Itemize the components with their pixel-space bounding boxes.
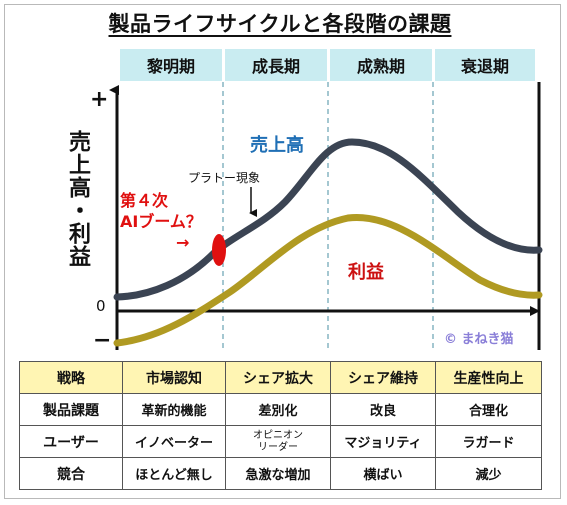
ai-boom-label: 第４次 AIブーム？ →	[120, 190, 202, 253]
table-cell: オピニオン リーダー	[225, 425, 331, 458]
table-cell: 差別化	[225, 393, 331, 426]
ai-boom-marker	[212, 234, 226, 266]
stage-header-1: 黎明期	[120, 49, 222, 81]
table-cell: シェア維持	[330, 361, 436, 394]
ai-boom-line-1: 第４次	[120, 191, 169, 210]
lifecycle-chart	[109, 82, 543, 350]
y-axis-label: 売上高・利益	[65, 130, 90, 268]
table-cell: 市場認知	[122, 361, 226, 394]
table-cell: マジョリティ	[330, 425, 436, 458]
y-axis-minus: −	[93, 328, 112, 353]
table-cell: 横ばい	[330, 457, 436, 490]
copyright-mark: © まねき猫	[444, 332, 514, 347]
sales-label: 売上高	[250, 135, 304, 156]
ai-boom-arrow: →	[176, 233, 190, 252]
table-cell: 減少	[435, 457, 542, 490]
table-cell: 戦略	[19, 361, 123, 394]
table-cell: ユーザー	[19, 425, 123, 458]
table-cell: 競合	[19, 457, 123, 490]
stage-issues-table: 戦略 市場認知 シェア拡大 シェア維持 生産性向上 製品課題 革新的機能 差別化…	[19, 361, 542, 490]
profit-label: 利益	[348, 262, 384, 283]
stage-header-3: 成熟期	[330, 49, 432, 81]
table-cell: 改良	[330, 393, 436, 426]
table-cell: シェア拡大	[225, 361, 331, 394]
table-row: 競合 ほとんど無し 急激な増加 横ばい 減少	[19, 457, 542, 490]
table-cell: ほとんど無し	[122, 457, 226, 490]
stage-header-4: 衰退期	[435, 49, 535, 81]
ai-boom-line-2: AIブーム？	[120, 212, 202, 231]
table-cell: 革新的機能	[122, 393, 226, 426]
table-cell: ラガード	[435, 425, 542, 458]
table-row: 製品課題 革新的機能 差別化 改良 合理化	[19, 393, 542, 426]
table-header-row: 戦略 市場認知 シェア拡大 シェア維持 生産性向上	[19, 361, 542, 394]
table-cell: 急激な増加	[225, 457, 331, 490]
sales-curve	[113, 138, 543, 301]
table-cell: 製品課題	[19, 393, 123, 426]
table-cell: 生産性向上	[435, 361, 542, 394]
y-axis-zero: 0	[96, 297, 106, 315]
table-row: ユーザー イノベーター オピニオン リーダー マジョリティ ラガード	[19, 425, 542, 458]
table-cell: イノベーター	[122, 425, 226, 458]
profit-curve	[113, 213, 543, 347]
y-axis-plus: +	[90, 87, 109, 112]
diagram-title: 製品ライフサイクルと各段階の課題	[108, 12, 452, 36]
table-cell: 合理化	[435, 393, 542, 426]
stage-header-2: 成長期	[225, 49, 327, 81]
plateau-label: プラトー現象	[188, 171, 261, 185]
